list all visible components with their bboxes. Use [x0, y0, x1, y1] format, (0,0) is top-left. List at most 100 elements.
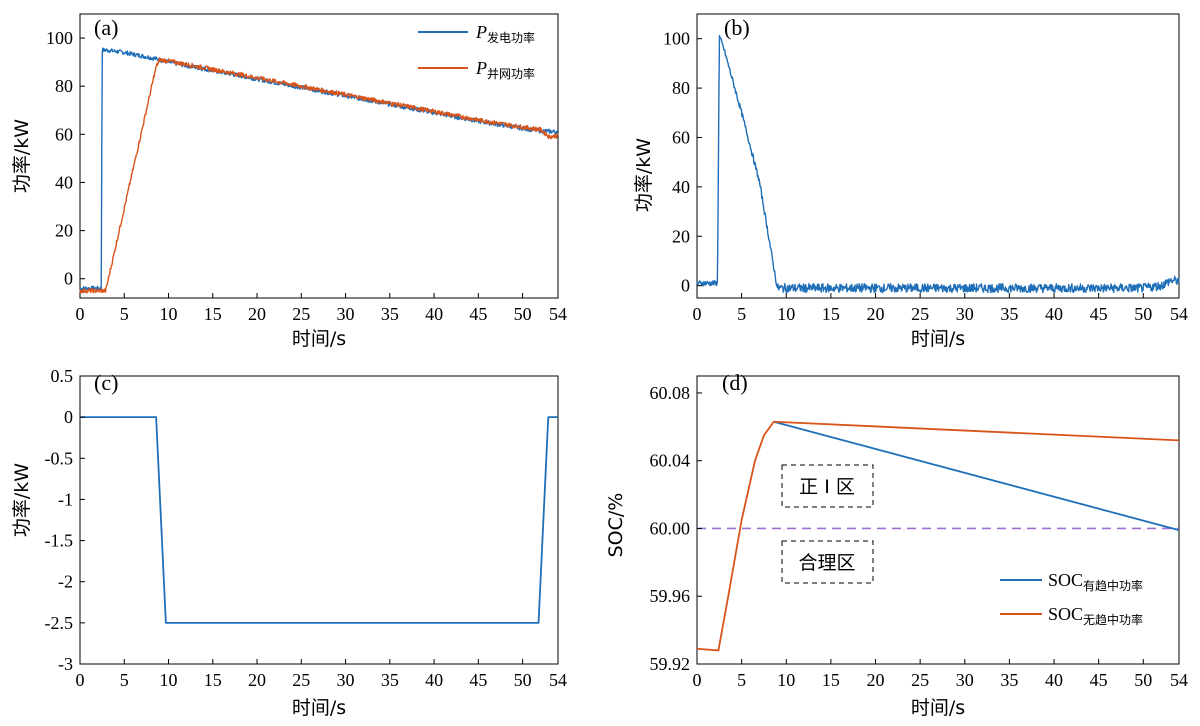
- panel-a-ylabel: 功率/kW: [11, 119, 33, 193]
- panel-d-x-ticks: 0 5 10 15 20 25 30 35 40 45 50 54: [693, 659, 1188, 690]
- panel-d-y-ticks: 59.92 59.96 60.00 60.04 60.08: [650, 383, 702, 674]
- panel-b-axes-box: [696, 13, 1180, 299]
- x-tick-label: 30: [956, 670, 974, 690]
- y-tick-label: 60: [672, 127, 690, 147]
- x-tick-label: 40: [1045, 670, 1063, 690]
- panel-b-y-ticks: 0 20 40 60 80 100: [663, 29, 702, 296]
- x-tick-label: 20: [867, 670, 885, 690]
- y-tick-label: 60.08: [650, 383, 691, 403]
- x-tick-label: 40: [1045, 304, 1063, 324]
- x-tick-label: 0: [693, 304, 702, 324]
- panel-b: (b) 0 5 10 15 20 25 30 35 40 45 50 54 020406080100 …: [633, 13, 1188, 350]
- panel-a-axes-box: [79, 13, 559, 299]
- panel-a-legend: P发电功率 P并网功率: [418, 22, 535, 81]
- x-tick-label: 5: [120, 304, 129, 324]
- y-tick-label: 0.5: [51, 366, 74, 386]
- y-tick-label: 20: [672, 226, 690, 246]
- x-tick-label: 45: [469, 304, 487, 324]
- region-lower-label: 合理区: [798, 552, 855, 574]
- series-line-2: [696, 420, 1180, 652]
- legend-text-p-grid: P并网功率: [475, 58, 535, 81]
- x-tick-label: 10: [777, 670, 795, 690]
- x-tick-label: 20: [867, 304, 885, 324]
- x-tick-label: 54: [1170, 670, 1188, 690]
- x-tick-label: 45: [469, 670, 487, 690]
- panel-c: (c) 0 5 10 15 20 25 30 35 40 45 50 54 0.5 0 -0.5 -1 -1.…: [11, 366, 567, 719]
- y-tick-label: 80: [55, 76, 73, 96]
- panel-c-xlabel: 时间/s: [292, 697, 346, 719]
- x-tick-label: 40: [425, 304, 443, 324]
- x-tick-label: 54: [549, 670, 567, 690]
- panel-d-ylabel: SOC/%: [605, 493, 627, 558]
- y-tick-label: -3: [58, 654, 73, 674]
- panel-c-series: [80, 416, 558, 624]
- x-tick-label: 15: [204, 304, 222, 324]
- y-tick-label: -1: [58, 489, 73, 509]
- series-line-1: [773, 420, 1180, 532]
- x-tick-label: 25: [911, 670, 929, 690]
- y-tick-label: -0.5: [45, 448, 74, 468]
- x-tick-label: 5: [737, 670, 746, 690]
- x-tick-label: 54: [549, 304, 567, 324]
- y-tick-label: 20: [55, 221, 73, 241]
- region-lower-box: 合理区: [781, 540, 874, 584]
- x-tick-label: 10: [777, 304, 795, 324]
- x-tick-label: 20: [248, 670, 266, 690]
- x-tick-label: 35: [381, 304, 399, 324]
- x-tick-label: 5: [737, 304, 746, 324]
- x-tick-label: 25: [292, 304, 310, 324]
- x-tick-label: 30: [337, 304, 355, 324]
- x-tick-label: 50: [1134, 670, 1152, 690]
- panel-b-x-ticks: 0 5 10 15 20 25 30 35 40 45 50 54: [693, 293, 1188, 324]
- y-tick-label: 40: [672, 177, 690, 197]
- y-tick-label: 0: [64, 269, 73, 289]
- legend-text-soc-with: SOC有趋中功率: [1048, 570, 1143, 593]
- y-tick-label: 40: [55, 172, 73, 192]
- series-line-1: [80, 416, 558, 624]
- region-upper-label: 正 I 区: [799, 476, 855, 498]
- x-tick-label: 5: [120, 670, 129, 690]
- series-line-2: [79, 57, 559, 294]
- x-tick-label: 50: [514, 304, 532, 324]
- x-tick-label: 35: [1000, 304, 1018, 324]
- x-tick-label: 15: [204, 670, 222, 690]
- y-tick-label: 60.00: [650, 518, 691, 538]
- x-tick-label: 35: [1000, 670, 1018, 690]
- legend-text-p-gen: P发电功率: [475, 22, 535, 45]
- panel-a-label: (a): [94, 15, 118, 40]
- x-tick-label: 25: [292, 670, 310, 690]
- panel-a-x-ticks: 0 5 10 15 20 25 30 35 40 45 50 54: [76, 293, 567, 324]
- panel-a: (a) 0 5 10 15 20 25 30 35 40 45 50 54 020406080100 …: [11, 13, 567, 350]
- panel-a-xlabel: 时间/s: [292, 328, 346, 350]
- y-tick-label: -1.5: [45, 531, 74, 551]
- panel-a-y-ticks: 0 20 40 60 80 100: [46, 28, 85, 289]
- y-tick-label: 0: [681, 276, 690, 296]
- panel-c-y-ticks: 0.5 0 -0.5 -1 -1.5 -2 -2.5 -3: [45, 366, 85, 674]
- region-upper-box: 正 I 区: [781, 464, 874, 508]
- y-tick-label: -2: [58, 572, 73, 592]
- x-tick-label: 0: [76, 304, 85, 324]
- x-tick-label: 0: [76, 670, 85, 690]
- legend-text-soc-without: SOC无趋中功率: [1048, 604, 1143, 627]
- panel-a-series: [79, 47, 559, 294]
- x-tick-label: 10: [160, 304, 178, 324]
- x-tick-label: 54: [1170, 304, 1188, 324]
- series-line-1: [696, 34, 1180, 294]
- y-tick-label: 59.92: [650, 654, 691, 674]
- panel-b-label: (b): [724, 15, 750, 40]
- region-upper-frame: [781, 464, 874, 508]
- x-tick-label: 30: [337, 670, 355, 690]
- x-tick-label: 10: [160, 670, 178, 690]
- panel-c-label: (c): [94, 370, 118, 395]
- panel-b-xlabel: 时间/s: [911, 328, 965, 350]
- x-tick-label: 50: [514, 670, 532, 690]
- y-tick-label: 59.96: [650, 586, 691, 606]
- panel-d-series: [696, 420, 1180, 652]
- x-tick-label: 0: [693, 670, 702, 690]
- x-tick-label: 40: [425, 670, 443, 690]
- x-tick-label: 20: [248, 304, 266, 324]
- y-tick-label: 100: [46, 28, 73, 48]
- x-tick-label: 25: [911, 304, 929, 324]
- panel-b-series: [696, 34, 1180, 294]
- panel-d: (d) 0 5 10 15 20 25 30 35 40 45 50 54 59.92 59.96 60.…: [605, 370, 1188, 719]
